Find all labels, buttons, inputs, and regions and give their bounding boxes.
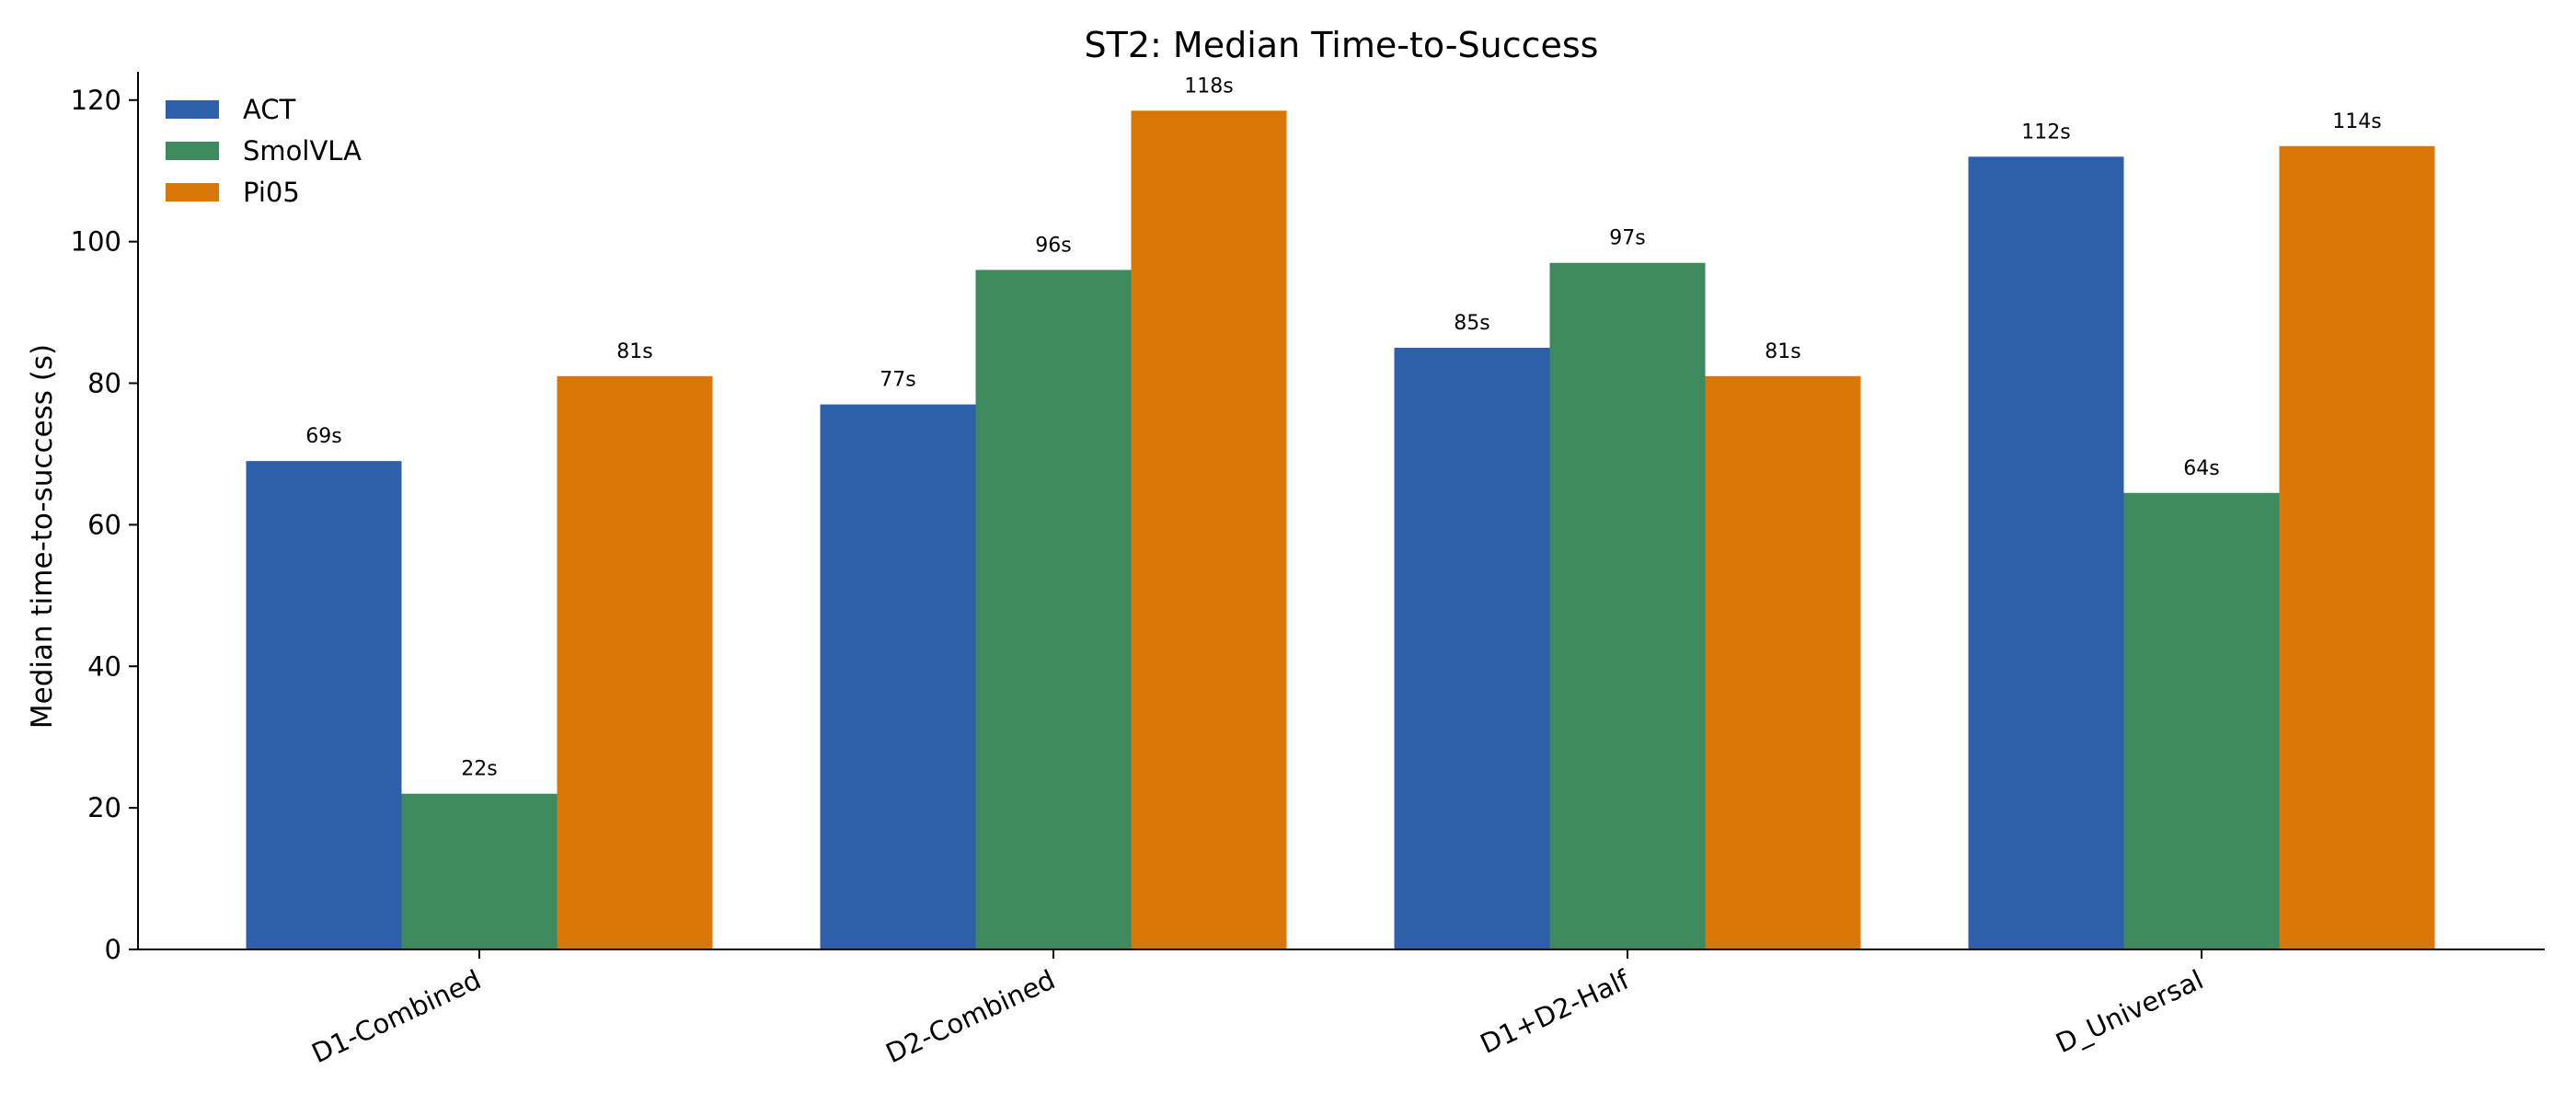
bar-pi05-0 bbox=[557, 375, 713, 949]
bar-labels-group: 69s 22s 81s 77s 96s 118s 85s 97s 81s 112s 64s 114s bbox=[305, 75, 2381, 780]
y-axis-label: Median time-to-success (s) bbox=[26, 344, 59, 729]
bar-pi05-2 bbox=[1705, 375, 1861, 949]
bar-value-label: 112s bbox=[2021, 121, 2070, 144]
bar-value-label: 22s bbox=[461, 758, 497, 781]
legend-swatch-smolvla bbox=[166, 142, 219, 160]
legend-label-act: ACT bbox=[243, 94, 296, 125]
bar-value-label: 97s bbox=[1609, 227, 1645, 250]
bar-smolvla-1 bbox=[975, 270, 1132, 950]
bar-value-label: 69s bbox=[305, 425, 341, 448]
bar-smolvla-0 bbox=[401, 793, 558, 949]
chart-title: ST2: Median Time-to-Success bbox=[1085, 25, 1599, 65]
legend-swatch-pi05 bbox=[166, 183, 219, 201]
x-tick-label: D2-Combined bbox=[881, 964, 1060, 1070]
y-tick-label: 60 bbox=[87, 509, 121, 540]
legend-label-smolvla: SmolVLA bbox=[243, 135, 362, 167]
bar-act-1 bbox=[820, 404, 976, 949]
y-tick-label: 40 bbox=[87, 650, 121, 682]
bar-value-label: 81s bbox=[616, 340, 652, 363]
x-tick-label: D_Universal bbox=[2051, 964, 2208, 1060]
bar-pi05-3 bbox=[2279, 145, 2435, 950]
bars-group bbox=[246, 110, 2435, 950]
bar-value-label: 85s bbox=[1454, 312, 1489, 335]
bar-act-2 bbox=[1394, 348, 1550, 949]
x-tick-label: D1+D2-Half bbox=[1476, 963, 1635, 1060]
bar-smolvla-2 bbox=[1549, 262, 1706, 949]
bar-smolvla-3 bbox=[2123, 492, 2280, 949]
bar-value-label: 114s bbox=[2332, 110, 2381, 133]
y-tick-label: 0 bbox=[105, 934, 121, 965]
x-tick-label: D1-Combined bbox=[307, 964, 486, 1070]
bar-value-label: 64s bbox=[2183, 457, 2219, 480]
legend-label-pi05: Pi05 bbox=[243, 177, 300, 208]
y-tick-label: 20 bbox=[87, 792, 121, 823]
bar-value-label: 81s bbox=[1765, 340, 1800, 363]
bar-act-3 bbox=[1968, 156, 2124, 950]
bar-value-label: 77s bbox=[880, 369, 915, 392]
bar-value-label: 96s bbox=[1035, 234, 1071, 257]
legend: ACT SmolVLA Pi05 bbox=[166, 94, 362, 208]
bar-pi05-1 bbox=[1131, 110, 1287, 949]
y-tick-label: 120 bbox=[71, 85, 121, 116]
y-tick-label: 100 bbox=[71, 226, 121, 258]
legend-swatch-act bbox=[166, 100, 219, 119]
bar-act-0 bbox=[246, 461, 402, 950]
y-tick-label: 80 bbox=[87, 368, 121, 399]
bar-value-label: 118s bbox=[1184, 75, 1233, 98]
